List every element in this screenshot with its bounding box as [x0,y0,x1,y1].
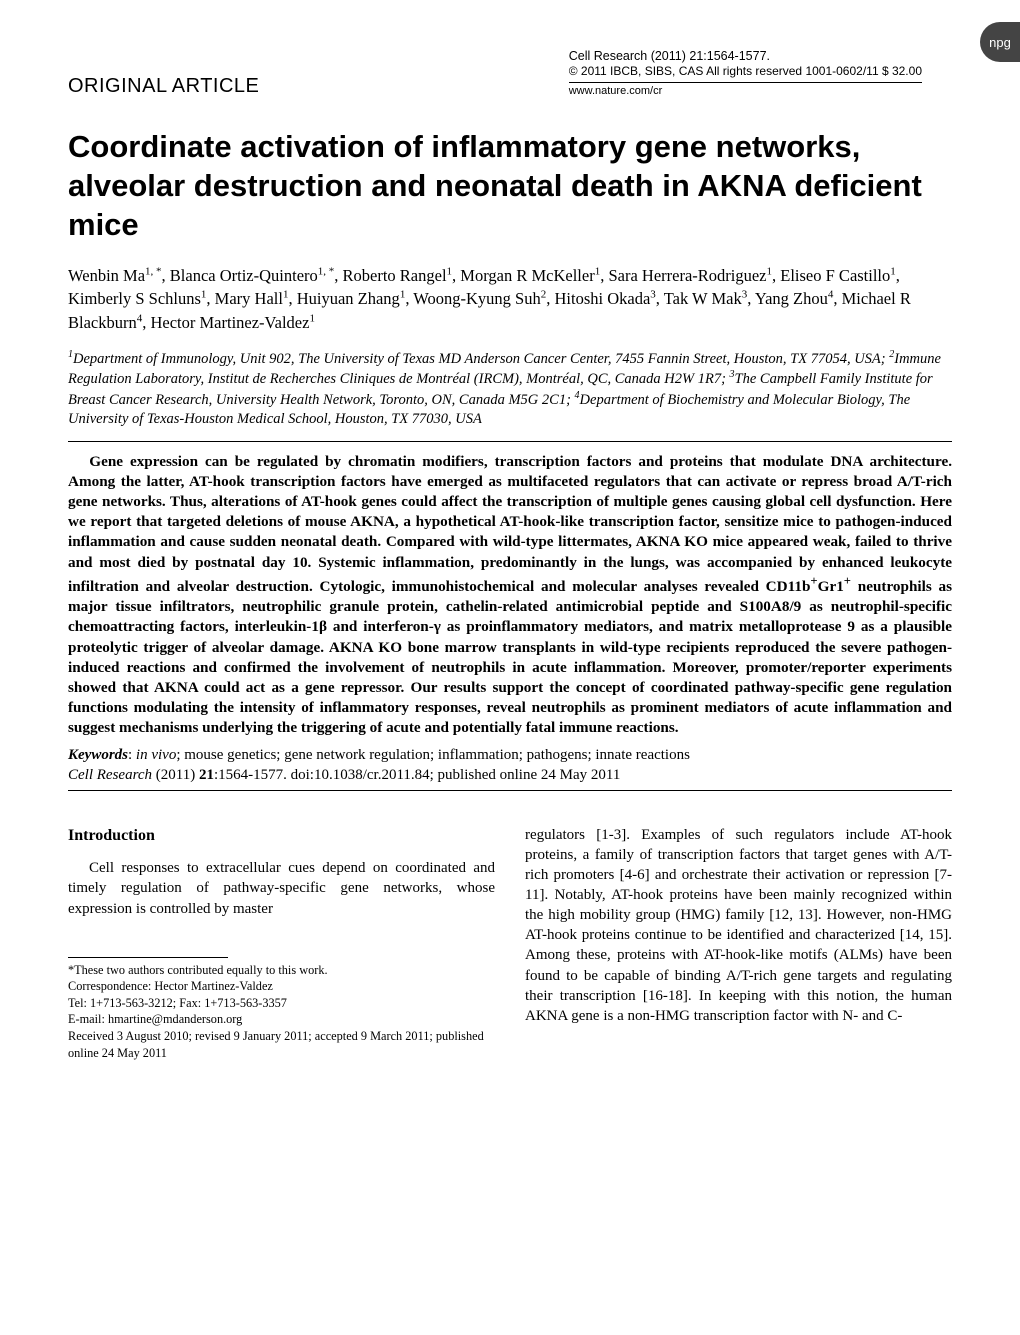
footnote-tel: Tel: 1+713-563-3212; Fax: 1+713-563-3357 [68,995,495,1012]
rule-top [68,441,952,442]
journal-info: Cell Research (2011) 21:1564-1577. © 201… [569,48,952,98]
author-list: Wenbin Ma1, *, Blanca Ortiz-Quintero1, *… [68,264,952,333]
copyright-line: © 2011 IBCB, SIBS, CAS All rights reserv… [569,64,922,80]
footnote-email: E-mail: hmartine@mdanderson.org [68,1011,495,1028]
right-column: regulators [1-3]. Examples of such regul… [525,825,952,1061]
rule-bottom [68,790,952,791]
header-row: ORIGINAL ARTICLE Cell Research (2011) 21… [68,48,952,98]
keywords-label: Keywords [68,747,128,763]
body-columns: Introduction Cell responses to extracell… [68,825,952,1061]
section-heading-introduction: Introduction [68,825,495,846]
footnote-correspondence: Correspondence: Hector Martinez-Valdez [68,978,495,995]
footnotes: *These two authors contributed equally t… [68,962,495,1062]
keywords-text: : in vivo; mouse genetics; gene network … [128,747,690,763]
abstract: Gene expression can be regulated by chro… [68,452,952,739]
footnotes-rule [68,957,228,958]
keywords-line: Keywords: in vivo; mouse genetics; gene … [68,745,952,765]
footnote-equal-contrib: *These two authors contributed equally t… [68,962,495,979]
footnote-received: Received 3 August 2010; revised 9 Januar… [68,1028,495,1061]
left-column: Introduction Cell responses to extracell… [68,825,495,1061]
article-title: Coordinate activation of inflammatory ge… [68,128,952,244]
journal-citation: Cell Research (2011) 21:1564-1577. [569,48,922,64]
intro-para-left: Cell responses to extracellular cues dep… [68,858,495,918]
affiliations: 1Department of Immunology, Unit 902, The… [68,348,952,429]
intro-para-right: regulators [1-3]. Examples of such regul… [525,825,952,1026]
article-type: ORIGINAL ARTICLE [68,75,259,98]
citation-line: Cell Research (2011) 21:1564-1577. doi:1… [68,767,952,784]
journal-url: www.nature.com/cr [569,82,922,98]
publisher-badge: npg [980,22,1020,62]
